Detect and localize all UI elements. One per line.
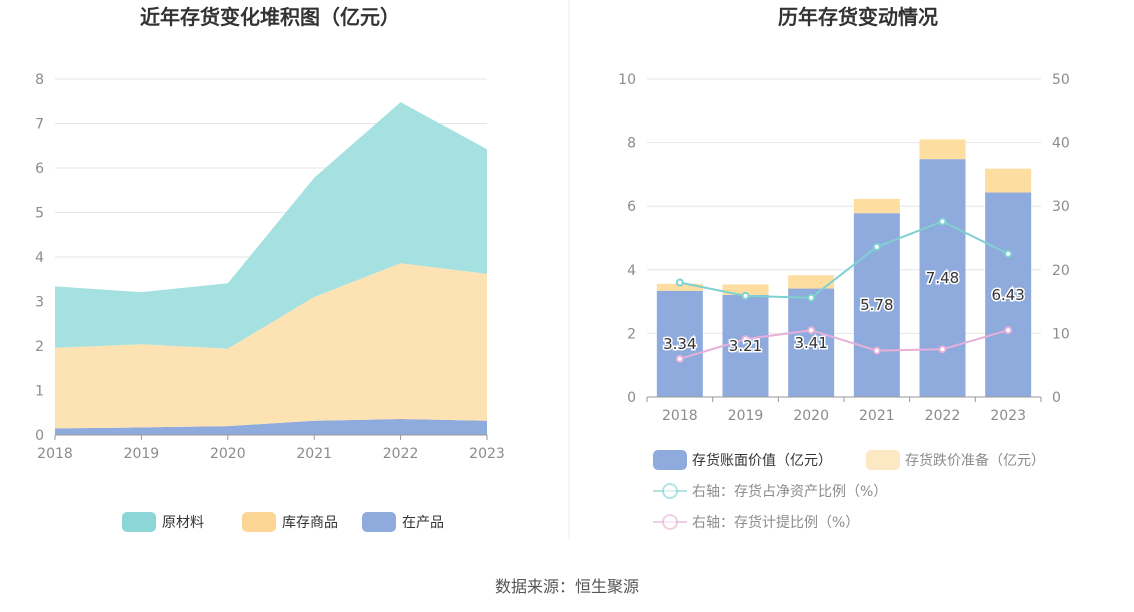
right-y-tick-label: 0 bbox=[627, 390, 636, 406]
bar-data-label: 3.21 bbox=[729, 337, 762, 355]
legend-swatch-原材料[interactable] bbox=[122, 512, 156, 532]
left-y-tick-label: 0 bbox=[35, 428, 44, 444]
left-y-tick-label: 2 bbox=[35, 339, 44, 355]
bar-impairment-2022[interactable] bbox=[919, 139, 966, 160]
line-point[interactable] bbox=[1004, 326, 1013, 335]
left-y-tick-label: 5 bbox=[35, 206, 44, 222]
legend-line-marker[interactable] bbox=[662, 514, 678, 530]
legend-label[interactable]: 存货跌价准备（亿元） bbox=[905, 452, 1045, 469]
area-series-库存商品[interactable] bbox=[55, 263, 487, 429]
left-y-tick-label: 4 bbox=[35, 250, 44, 266]
bar-book-value-2019[interactable] bbox=[722, 294, 769, 397]
bar-data-label: 3.34 bbox=[663, 335, 696, 353]
legend-line-marker[interactable] bbox=[662, 483, 678, 499]
line-point[interactable] bbox=[872, 346, 881, 355]
line-point[interactable] bbox=[872, 242, 881, 251]
right-y-tick-label: 2 bbox=[627, 326, 636, 342]
bar-data-label: 7.48 bbox=[926, 269, 959, 287]
legend-label[interactable]: 右轴：存货占净资产比例（%） bbox=[692, 483, 887, 500]
bar-impairment-2023[interactable] bbox=[985, 168, 1032, 193]
line-point[interactable] bbox=[675, 278, 684, 287]
bar-book-value-2018[interactable] bbox=[656, 290, 703, 397]
left-y-tick-label: 1 bbox=[35, 384, 44, 400]
bar-impairment-2020[interactable] bbox=[788, 275, 835, 289]
left-y-tick-label: 6 bbox=[35, 161, 44, 177]
line-point[interactable] bbox=[807, 326, 816, 335]
right-y2-tick-label: 40 bbox=[1052, 136, 1070, 152]
right-y-tick-label: 4 bbox=[627, 263, 636, 279]
right-x-tick-label: 2020 bbox=[793, 408, 829, 424]
left-x-tick-label: 2021 bbox=[296, 446, 332, 462]
right-x-tick-label: 2019 bbox=[728, 408, 764, 424]
area-series-在产品[interactable] bbox=[55, 418, 487, 435]
left-x-tick-label: 2022 bbox=[383, 446, 419, 462]
legend-swatch-impairment[interactable] bbox=[866, 450, 900, 470]
bar-data-label: 6.43 bbox=[991, 286, 1024, 304]
bar-impairment-2018[interactable] bbox=[656, 283, 703, 291]
legend-label[interactable]: 存货账面价值（亿元） bbox=[692, 452, 832, 469]
left-y-tick-label: 8 bbox=[35, 72, 44, 88]
right-y2-tick-label: 20 bbox=[1052, 263, 1070, 279]
right-y-tick-label: 6 bbox=[627, 199, 636, 215]
right-legend: 存货账面价值（亿元） 存货跌价准备（亿元） 右轴：存货占净资产比例（%） 右轴：存货计… bbox=[653, 450, 1045, 531]
right-y2-tick-label: 30 bbox=[1052, 199, 1070, 215]
left-x-tick-label: 2023 bbox=[469, 446, 505, 462]
bar-book-value-2020[interactable] bbox=[788, 288, 835, 397]
bar-impairment-2019[interactable] bbox=[722, 284, 769, 295]
left-chart-title: 近年存货变化堆积图（亿元） bbox=[140, 5, 400, 29]
line-point[interactable] bbox=[1004, 249, 1013, 258]
legend-label[interactable]: 原材料 bbox=[162, 515, 204, 531]
stacked-area-chart: 近年存货变化堆积图（亿元） 0 1 2 3 4 5 6 7 8 2018 2019 2020 2021… bbox=[35, 5, 505, 532]
right-y2-tick-label: 10 bbox=[1052, 326, 1070, 342]
left-legend: 原材料 库存商品 在产品 bbox=[122, 512, 444, 532]
right-x-tick-label: 2023 bbox=[990, 408, 1026, 424]
line-point[interactable] bbox=[675, 354, 684, 363]
line-series-inventory-ratio[interactable] bbox=[679, 220, 1009, 299]
line-point[interactable] bbox=[938, 217, 947, 226]
legend-label[interactable]: 右轴：存货计提比例（%） bbox=[692, 514, 859, 531]
left-y-tick-label: 3 bbox=[35, 295, 44, 311]
bar-book-value-2022[interactable] bbox=[919, 159, 966, 397]
line-point[interactable] bbox=[938, 345, 947, 354]
legend-swatch-库存商品[interactable] bbox=[242, 512, 276, 532]
legend-swatch-book-value[interactable] bbox=[653, 450, 687, 470]
legend-label[interactable]: 库存商品 bbox=[282, 515, 338, 531]
left-y-tick-label: 7 bbox=[35, 117, 44, 133]
left-x-tick-label: 2020 bbox=[210, 446, 246, 462]
right-chart-title: 历年存货变动情况 bbox=[778, 5, 938, 29]
left-x-tick-label: 2018 bbox=[37, 446, 73, 462]
right-y2-tick-label: 0 bbox=[1052, 390, 1061, 406]
left-x-tick-label: 2019 bbox=[124, 446, 160, 462]
right-x-tick-label: 2022 bbox=[925, 408, 961, 424]
right-y-tick-label: 10 bbox=[618, 72, 636, 88]
bar-data-label: 5.78 bbox=[860, 296, 893, 314]
right-y-tick-label: 8 bbox=[627, 136, 636, 152]
line-point[interactable] bbox=[741, 335, 750, 344]
stacked-bar-line-chart: 历年存货变动情况 3.34 3.21 3.41 5.78 7.48 6.43 0 2 4 6 8 1… bbox=[618, 5, 1070, 531]
legend-label[interactable]: 在产品 bbox=[402, 515, 444, 531]
right-y2-tick-label: 50 bbox=[1052, 72, 1070, 88]
area-series-原材料[interactable] bbox=[55, 102, 487, 349]
right-x-tick-label: 2021 bbox=[859, 408, 895, 424]
line-point[interactable] bbox=[807, 293, 816, 302]
right-x-tick-label: 2018 bbox=[662, 408, 698, 424]
legend-swatch-在产品[interactable] bbox=[362, 512, 396, 532]
line-series-provision-ratio[interactable] bbox=[679, 329, 1009, 360]
bar-book-value-2023[interactable] bbox=[985, 192, 1032, 397]
data-source: 数据来源：恒生聚源 bbox=[495, 577, 639, 596]
bar-data-label: 3.41 bbox=[794, 334, 827, 352]
bar-impairment-2021[interactable] bbox=[853, 198, 900, 214]
line-point[interactable] bbox=[741, 291, 750, 300]
